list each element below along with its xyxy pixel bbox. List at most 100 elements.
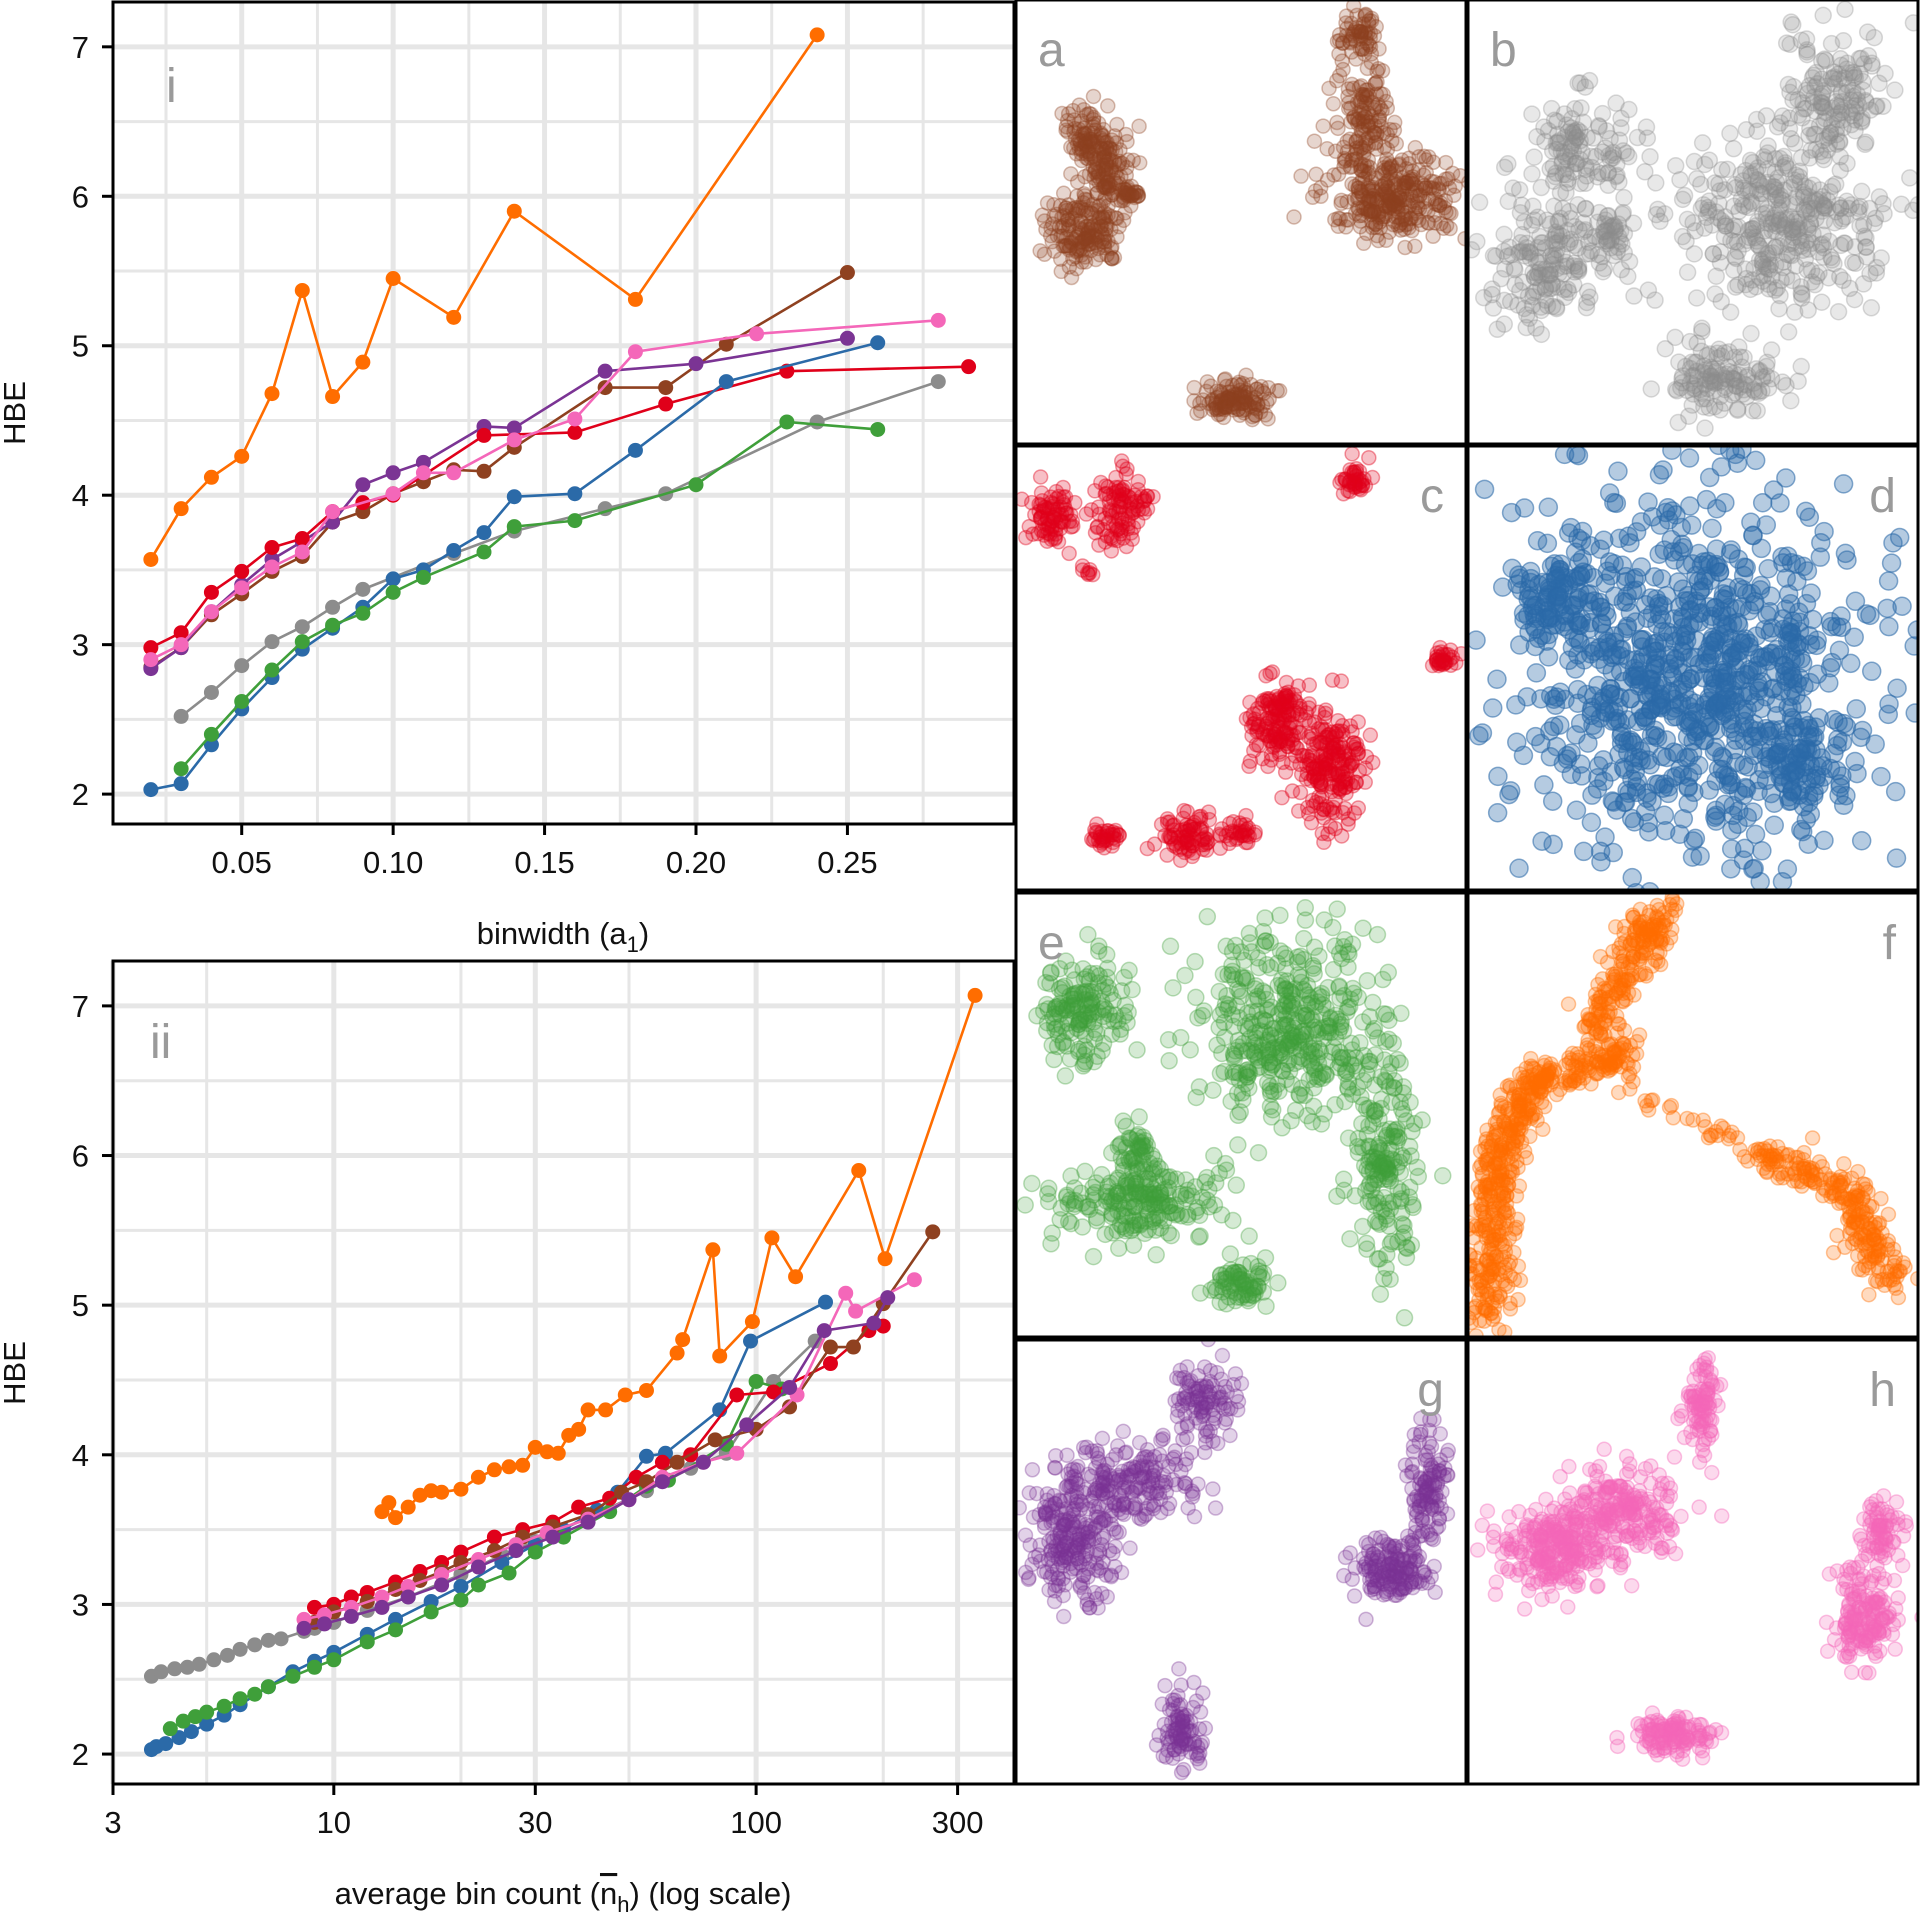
scatter-point (1360, 118, 1377, 134)
scatter-point (1769, 215, 1788, 234)
scatter-point (1557, 160, 1575, 178)
scatter-point (1211, 826, 1228, 843)
scatter-point (1595, 223, 1614, 241)
scatter-point (1825, 63, 1844, 81)
scatter-point (1325, 738, 1342, 754)
scatter-point (1305, 769, 1322, 785)
scatter-point (1086, 170, 1102, 186)
scatter-point (1398, 175, 1415, 191)
scatter-point (1330, 746, 1347, 762)
scatter-point (1334, 755, 1351, 772)
scatter-point (1795, 100, 1813, 118)
scatter-point (1783, 234, 1801, 253)
scatter-point (1716, 215, 1734, 233)
scatter-point (1353, 78, 1369, 94)
scatter-point (1074, 113, 1090, 129)
scatter-point (1554, 446, 1575, 465)
scatter-point (1213, 393, 1229, 409)
scatter-point (1099, 156, 1115, 173)
scatter-point (1524, 283, 1543, 302)
scatter-point (1844, 69, 1863, 87)
scatter-point (1177, 834, 1193, 851)
scatter-point (1353, 141, 1369, 157)
scatter-point (1855, 55, 1873, 73)
scatter-point (1315, 911, 1334, 929)
scatter-point (1111, 511, 1127, 527)
scatter-point (1438, 646, 1454, 663)
scatter-point (1354, 1013, 1372, 1031)
scatter-point (1363, 10, 1380, 27)
scatter-point (1227, 997, 1246, 1015)
scatter-point (1128, 493, 1145, 510)
scatter-point (1097, 209, 1114, 225)
scatter-point (1338, 8, 1355, 24)
scatter-point (1095, 165, 1112, 181)
scatter-point (1362, 203, 1378, 220)
data-point (381, 1495, 397, 1511)
scatter-point (1271, 694, 1288, 710)
scatter-point (1178, 827, 1194, 844)
scatter-point (1383, 169, 1399, 186)
scatter-point (1288, 739, 1304, 756)
scatter-point (1067, 131, 1084, 147)
scatter-point (1305, 760, 1321, 777)
scatter-point (1282, 991, 1301, 1010)
data-point (234, 580, 250, 596)
scatter-point (1708, 344, 1727, 363)
scatter-point (1806, 78, 1824, 96)
scatter-point (1857, 238, 1875, 257)
scatter-point (1281, 715, 1298, 732)
scatter-point (1269, 729, 1286, 745)
scatter-point (1109, 229, 1125, 245)
scatter-point (1180, 828, 1196, 845)
scatter-point (1374, 103, 1390, 119)
scatter-point (1054, 105, 1070, 122)
scatter-point (1754, 229, 1773, 247)
scatter-point (1474, 479, 1495, 500)
scatter-point (1725, 722, 1746, 743)
scatter-point (1787, 166, 1805, 185)
scatter-point (1838, 54, 1856, 73)
scatter-point (1260, 758, 1276, 775)
scatter-point (1744, 381, 1763, 399)
scatter-point (1828, 135, 1846, 153)
scatter-point (1047, 1000, 1065, 1018)
scatter-point (1741, 280, 1760, 299)
scatter-point (1484, 299, 1503, 317)
scatter-point (1396, 175, 1412, 191)
scatter-point (1468, 630, 1486, 650)
scatter-point (1258, 718, 1274, 735)
scatter-point (1040, 525, 1056, 542)
scatter-point (1184, 848, 1201, 865)
scatter-point (1262, 665, 1278, 682)
scatter-point (1253, 378, 1269, 395)
scatter-point (1532, 234, 1550, 252)
panel-label-c: c (1420, 470, 1444, 523)
scatter-point (1336, 150, 1353, 167)
scatter-point (1362, 159, 1378, 176)
scatter-point (1550, 213, 1568, 231)
scatter-point (1218, 399, 1234, 416)
scatter-point (1210, 1018, 1228, 1037)
scatter-point (1130, 481, 1146, 498)
scatter-point (1283, 1075, 1301, 1094)
scatter-point (1790, 162, 1809, 180)
scatter-point (1559, 170, 1578, 188)
scatter-point (1105, 491, 1122, 508)
scatter-point (1703, 360, 1722, 378)
scatter-point (1366, 101, 1382, 118)
scatter-point (1580, 245, 1599, 263)
scatter-point (1193, 808, 1209, 825)
scatter-point (1433, 656, 1449, 672)
scatter-point (1360, 166, 1377, 182)
scatter-point (1335, 739, 1351, 756)
scatter-point (1857, 93, 1875, 111)
scatter-point (1767, 190, 1785, 209)
scatter-point (1049, 206, 1065, 223)
scatter-point (1728, 401, 1747, 419)
scatter-point (1413, 216, 1429, 233)
scatter-point (1857, 238, 1875, 256)
scatter-point (1212, 406, 1229, 422)
scatter-point (1251, 737, 1267, 754)
scatter-point (1103, 543, 1120, 559)
